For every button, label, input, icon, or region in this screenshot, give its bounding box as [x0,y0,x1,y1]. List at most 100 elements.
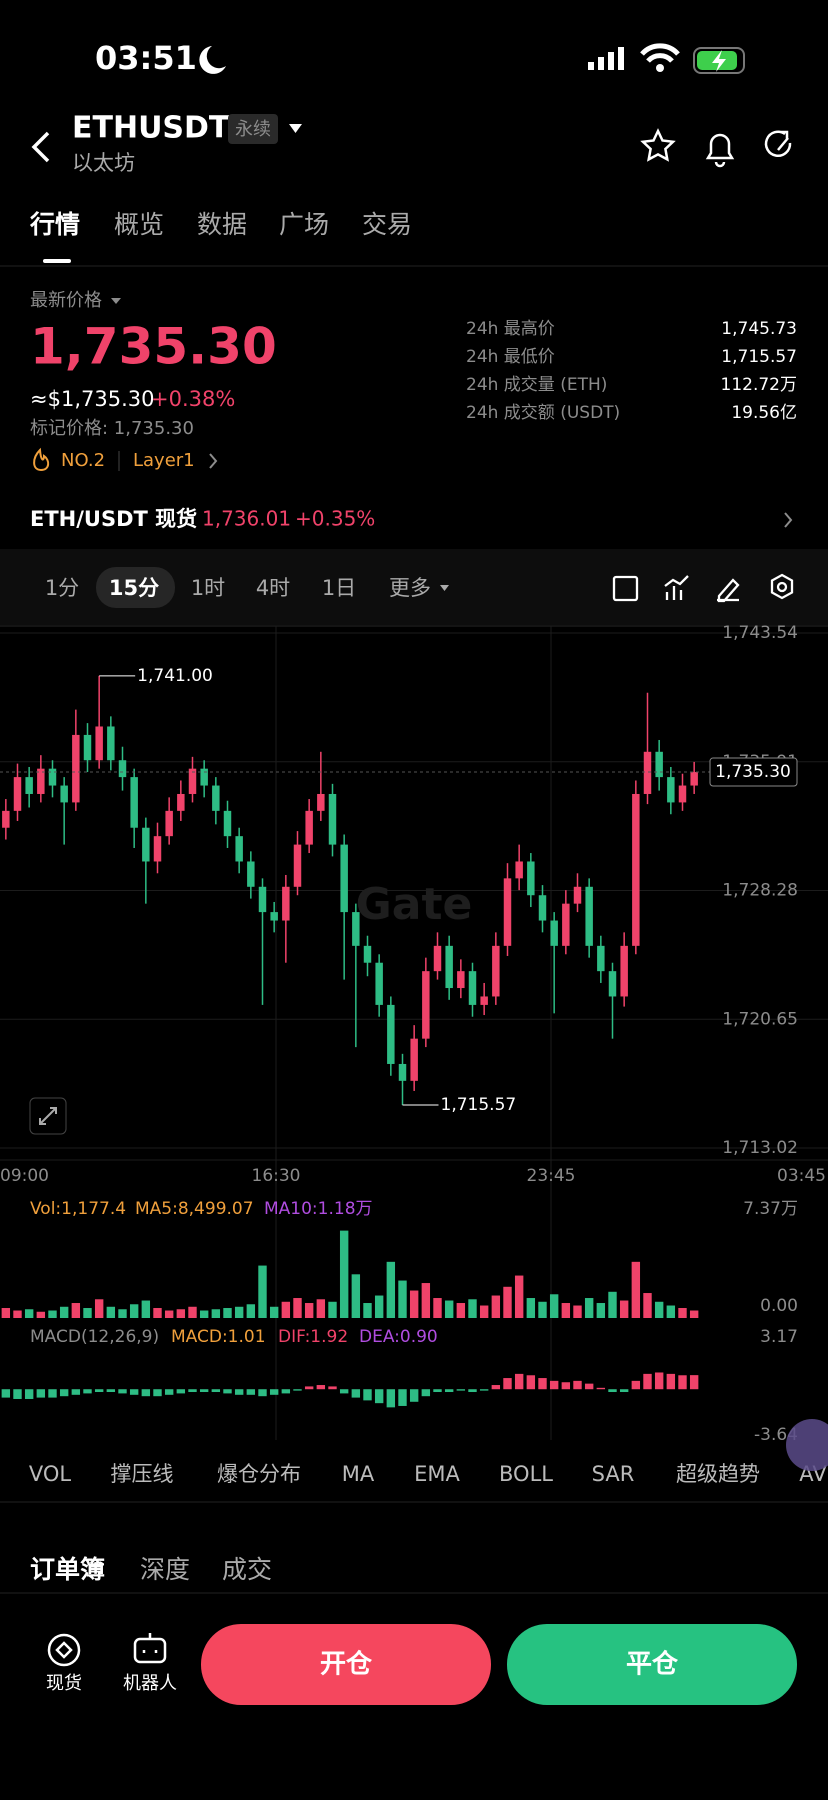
sector[interactable]: Layer1 [133,450,195,471]
symbol-dropdown[interactable] [289,124,302,133]
candle-body [165,810,173,837]
bot-icon[interactable] [133,1637,167,1664]
annotation-label: 1,741.00 [137,666,213,686]
timeframe[interactable]: 15分 [109,576,159,600]
candle-body [282,886,290,921]
volume-bar [48,1310,57,1318]
candle-body [72,734,80,803]
timeframe[interactable]: 1时 [191,576,225,600]
share-button[interactable] [764,130,792,158]
more-dropdown[interactable] [440,585,449,591]
rank: NO.2 [61,450,105,471]
macd-bar [223,1389,232,1394]
timeframe[interactable]: 4时 [256,576,290,600]
candle-body [433,945,442,972]
timeframe[interactable]: 1分 [45,576,79,600]
favorite-button[interactable] [640,128,676,162]
spot-pair[interactable]: ETH/USDT 现货 [30,507,197,531]
last-price-label: 1,735.30 [715,762,791,782]
volume-bar [643,1293,652,1318]
spot-arrow[interactable] [784,512,793,528]
close-button[interactable] [507,1624,797,1705]
macd-bar [106,1389,116,1393]
macd-bar [689,1375,699,1390]
volume-bar [106,1306,116,1318]
y-tick-label: 1,743.54 [722,623,798,643]
open-label: 开仓 [320,1649,373,1680]
fullscreen-button[interactable] [29,1097,67,1135]
tool-draw-lines[interactable] [664,575,689,600]
indicator-tab[interactable]: 撑压线 [111,1462,174,1486]
sector-arrow[interactable] [209,453,218,469]
book-tab[interactable]: 深度 [140,1555,190,1584]
candle-body [387,1004,395,1064]
macd-bar [199,1389,209,1393]
y-tick-label: 1,728.28 [722,881,798,901]
candle-body [188,768,197,794]
candle-body [37,768,45,794]
stat-label: 24h 成交量 (ETH) [466,375,607,395]
timeframe[interactable]: 1日 [322,576,356,600]
macd-bar [596,1387,606,1390]
tab[interactable]: 概览 [114,210,164,239]
indicator-tab[interactable]: 超级趋势 [676,1462,760,1486]
volume-bar [24,1309,34,1318]
volume-bar [468,1299,477,1318]
spot-icon[interactable] [47,1633,81,1667]
symbol: ETHUSDT [72,111,230,146]
settings-dot [776,581,788,593]
tool-pen[interactable] [717,578,740,603]
candle-body [678,785,687,803]
indicator-tab[interactable]: EMA [414,1462,460,1486]
alert-button[interactable] [705,133,735,168]
bot-link[interactable]: 机器人 [123,1673,177,1694]
contract-type: 永续 [235,119,271,140]
candle-body [352,912,360,946]
price-dropdown[interactable] [111,298,121,304]
x-tick-label: 23:45 [527,1166,576,1186]
indicator-tab[interactable]: SAR [592,1462,635,1486]
timeframe[interactable]: 更多 [389,576,431,600]
candle-body [235,836,243,862]
clock: 03:51 [95,39,197,77]
candle-body [515,861,523,879]
wifi-dot [656,64,664,72]
book-tab[interactable]: 成交 [222,1555,272,1584]
volume-bar [328,1301,337,1318]
indicator-tab[interactable]: MA [342,1462,375,1486]
macd-bar [538,1378,547,1390]
tab[interactable]: 交易 [362,210,412,239]
volume-bar [608,1291,617,1318]
back-button[interactable] [31,131,50,163]
candle-body [107,726,115,761]
candle-body [2,810,10,828]
x-tick-label: 16:30 [252,1166,301,1186]
volume-bar [339,1230,349,1318]
book-tab[interactable]: 订单簿 [30,1555,105,1584]
tab[interactable]: 行情 [29,210,80,239]
macd-bar [398,1389,407,1406]
tab[interactable]: 数据 [197,210,247,239]
macd-bar [36,1389,46,1398]
candle-body [608,971,617,997]
indicator-tab[interactable]: 爆仓分布 [217,1462,301,1486]
floating-assistant[interactable] [786,1419,828,1471]
macd-bar [549,1380,559,1390]
macd-bar [374,1389,384,1404]
candle-body [317,793,325,811]
tab[interactable]: 广场 [279,210,329,239]
open-button[interactable] [201,1624,491,1705]
candle-body [422,971,430,1039]
candle-body [527,861,535,896]
macd-bar [59,1389,69,1397]
indicator-tab[interactable]: BOLL [499,1462,553,1486]
tool-indicator[interactable] [612,575,639,602]
volume-legend: Vol:1,177.4 [30,1199,126,1219]
tool-settings[interactable] [770,573,794,600]
spot-link[interactable]: 现货 [46,1673,82,1694]
candle-body [562,903,570,946]
macd-legend: MACD:1.01 [171,1327,266,1347]
hot-icon [33,447,50,472]
volume-bar [666,1305,676,1318]
indicator-tab[interactable]: VOL [29,1462,72,1486]
